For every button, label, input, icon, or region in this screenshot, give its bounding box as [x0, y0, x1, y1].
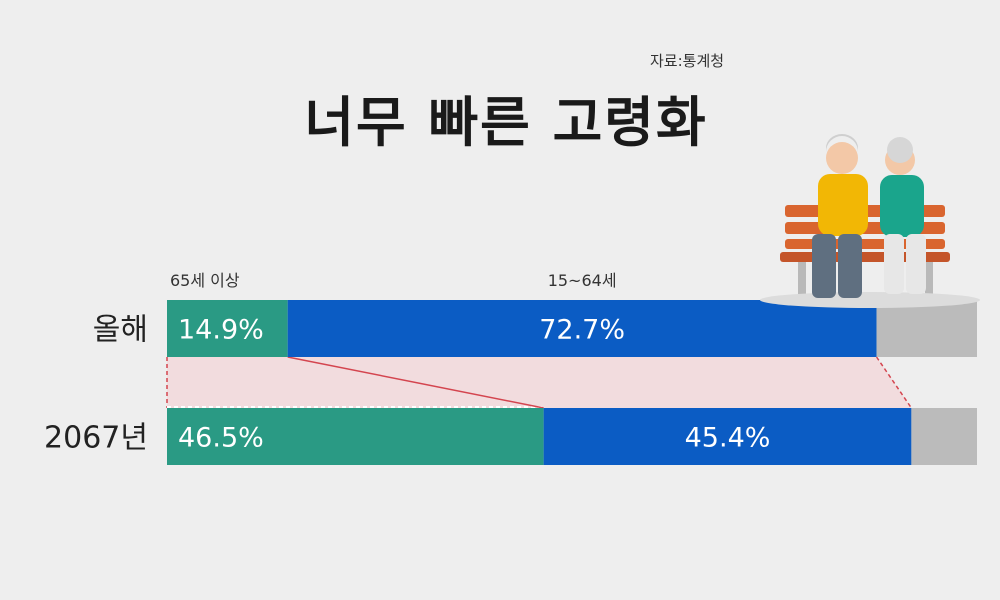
value-label-today-15to64: 72.7%: [539, 315, 625, 346]
bar-2067-15to64: [543, 408, 912, 465]
bar-today-15to64: [287, 300, 877, 357]
bar-2067-65plus: [167, 408, 544, 465]
series-label-15to64: 15~64세: [548, 271, 617, 290]
value-label-2067-65plus: 46.5%: [178, 423, 264, 454]
page-title: 너무 빠른 고령화: [304, 91, 708, 154]
series-label-65plus: 65세 이상: [170, 271, 240, 290]
bar-2067-other: [911, 408, 977, 465]
value-label-2067-15to64: 45.4%: [685, 423, 771, 454]
connector-boundary-line: [287, 356, 544, 409]
row-label-today: 올해: [93, 313, 148, 348]
connector-right-dashed: [875, 356, 913, 409]
connector-band: [167, 357, 912, 408]
bar-today-65plus: [167, 300, 288, 357]
source-note: 자료:통계청: [650, 52, 725, 70]
row-label-2067: 2067년: [44, 421, 148, 456]
bar-today-other: [876, 300, 977, 357]
value-label-today-65plus: 14.9%: [178, 315, 264, 346]
seniors-on-bench-illustration: [760, 134, 980, 308]
